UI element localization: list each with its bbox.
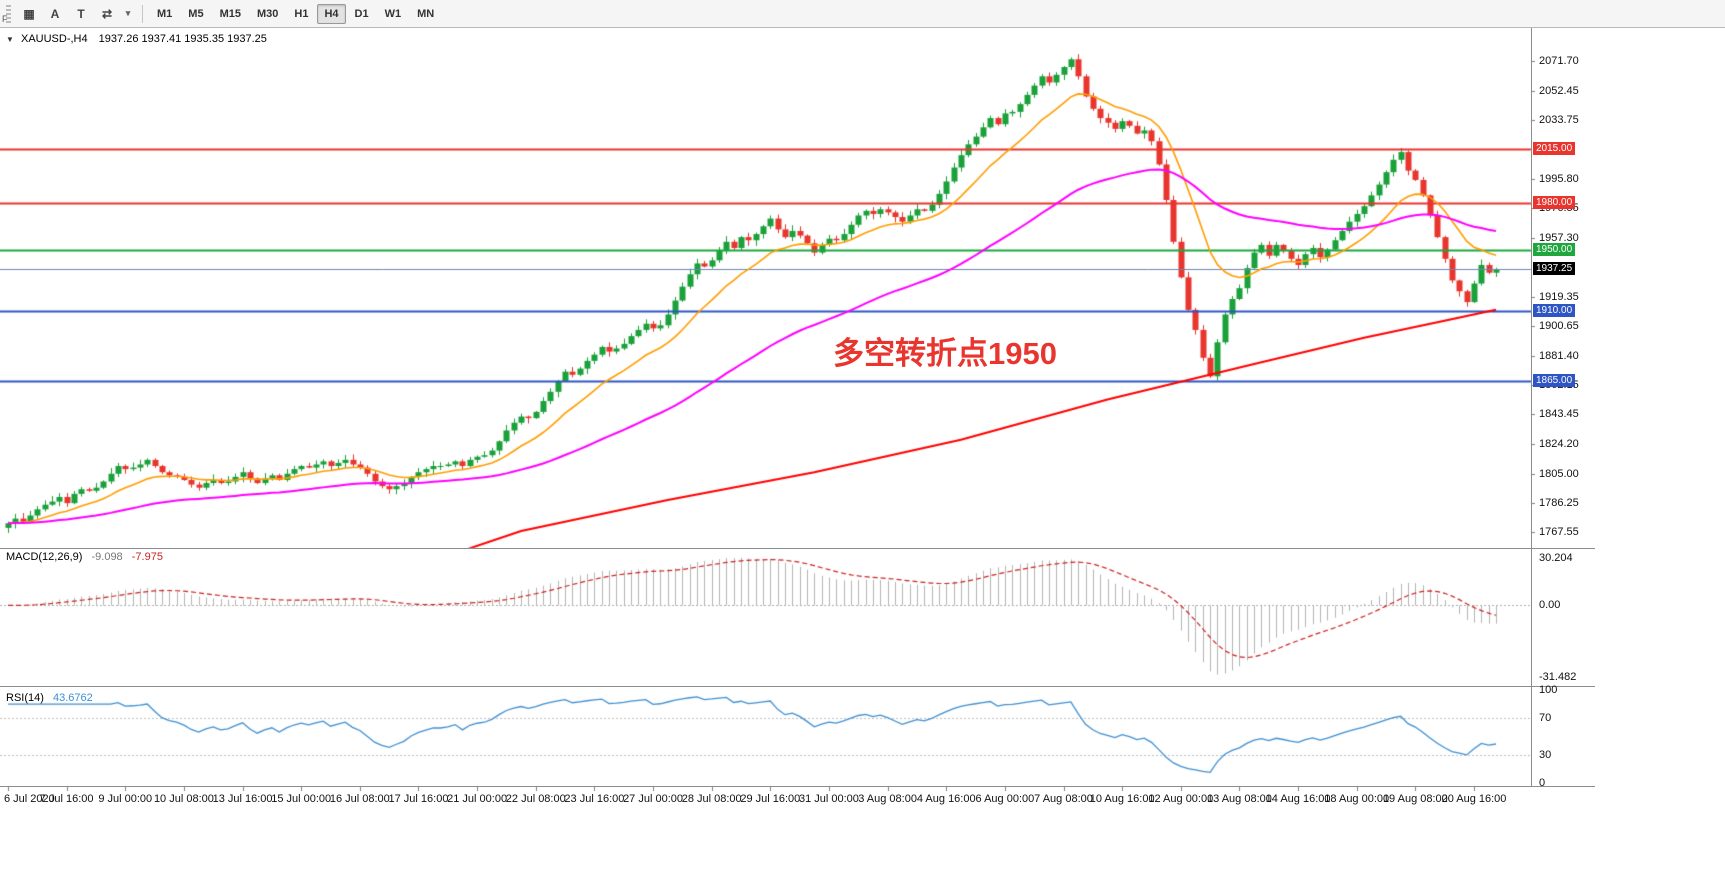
time-axis-label: 3 Aug 08:00	[858, 793, 917, 805]
time-axis-label: 17 Jul 16:00	[388, 793, 449, 805]
rsi-axis-label: 100	[1539, 684, 1558, 696]
timeframe-button-m30[interactable]: M30	[256, 7, 279, 20]
price-level-badge: 1980.00	[1533, 196, 1576, 210]
cursor-a-tool-icon[interactable]: A	[50, 6, 60, 21]
time-axis-label: 12 Aug 00:00	[1148, 793, 1214, 805]
price-tick-label: 1767.55	[1539, 525, 1579, 538]
time-axis-label: 10 Jul 08:00	[153, 793, 214, 805]
chart-canvas[interactable]	[0, 28, 1725, 896]
time-axis-label: 27 Jul 00:00	[623, 793, 683, 805]
toolbar-separator	[142, 4, 143, 23]
time-axis-label: 20 Aug 16:00	[1441, 793, 1507, 805]
tools-dropdown-icon[interactable]: ▾	[125, 8, 131, 18]
time-axis-label: 7 Jul 16:00	[39, 793, 94, 805]
timeframe-button-h1[interactable]: H1	[294, 7, 309, 20]
text-tool-icon[interactable]: T	[77, 6, 85, 21]
rsi-value: 43.6762	[52, 692, 93, 704]
macd-label: MACD(12,26,9) -9.098 -7.975	[6, 551, 163, 563]
price-tick-label: 1900.65	[1539, 319, 1579, 332]
price-tick-label: 1919.35	[1539, 290, 1579, 303]
timeframe-button-h4[interactable]: H4	[317, 3, 346, 24]
toolbar-grip-label: F	[2, 14, 8, 24]
chart-window: ▼ XAUUSD-,H4 1937.26 1937.41 1935.35 193…	[0, 28, 1725, 896]
rsi-axis-label: 0	[1539, 777, 1546, 789]
timeframe-button-w1[interactable]: W1	[384, 7, 402, 20]
time-axis-label: 22 Jul 08:00	[505, 793, 566, 805]
price-level-badge: 2015.00	[1533, 141, 1576, 155]
chart-symbol-period: XAUUSD-,H4	[20, 33, 88, 45]
swap-arrows-tool-icon[interactable]: ⇄	[101, 6, 113, 21]
timeframe-button-m1[interactable]: M1	[157, 7, 173, 20]
time-axis-label: 18 Aug 00:00	[1324, 793, 1390, 805]
time-axis-label: 28 Jul 08:00	[681, 793, 742, 805]
time-axis-label: 7 Aug 08:00	[1034, 793, 1093, 805]
price-level-badge: 1865.00	[1533, 373, 1576, 387]
time-axis-label: 16 Jul 08:00	[329, 793, 390, 805]
price-level-badge: 1950.00	[1533, 242, 1576, 256]
rsi-axis-label: 30	[1539, 749, 1552, 762]
time-axis-label: 14 Aug 16:00	[1265, 793, 1331, 805]
collapse-arrow-icon[interactable]: ▼	[6, 35, 14, 44]
price-tick-label: 1786.25	[1539, 496, 1579, 509]
timeframe-button-mn[interactable]: MN	[417, 7, 435, 20]
time-axis-label: 19 Aug 08:00	[1382, 793, 1448, 805]
chart-header: ▼ XAUUSD-,H4 1937.26 1937.41 1935.35 193…	[6, 33, 267, 45]
price-tick-label: 2033.75	[1539, 113, 1579, 126]
price-tick-label: 2071.70	[1539, 55, 1579, 68]
time-axis-label: 13 Aug 08:00	[1207, 793, 1272, 805]
time-axis-label: 15 Jul 00:00	[271, 793, 332, 805]
macd-axis-label: 30.204	[1539, 552, 1573, 564]
macd-main-value: -9.098	[91, 551, 123, 563]
time-axis-label: 10 Aug 16:00	[1089, 793, 1155, 805]
grid-tool-icon[interactable]: ▦	[23, 6, 35, 21]
price-tick-label: 2052.45	[1539, 85, 1579, 98]
pane-splitter-macd[interactable]	[0, 548, 1595, 549]
time-axis-label: 21 Jul 00:00	[447, 793, 508, 805]
price-axis[interactable]: 2071.702052.452033.751995.801976.551957.…	[1531, 28, 1596, 789]
timeframe-button-m15[interactable]: M15	[219, 7, 241, 20]
toolbar: ▦ A T ⇄ ▾ M1 M5 M15 M30 H1 H4 D1 W1 MN F	[0, 0, 1725, 28]
rsi-label: RSI(14) 43.6762	[6, 692, 93, 704]
current-price-badge: 1937.25	[1533, 262, 1576, 276]
macd-axis-label: -31.482	[1539, 671, 1577, 683]
macd-signal-value: -7.975	[131, 551, 163, 563]
rsi-axis-label: 70	[1539, 711, 1552, 724]
price-tick-label: 1995.80	[1539, 172, 1579, 185]
timeframe-button-d1[interactable]: D1	[354, 7, 369, 20]
timeframe-group: M1 M5 M15 M30 H1 H4 D1 W1 MN	[149, 3, 442, 24]
time-axis-label: 4 Aug 16:00	[916, 793, 976, 805]
time-axis-label: 9 Jul 00:00	[98, 793, 153, 805]
toolbar-drag-handle[interactable]	[6, 4, 11, 23]
chart-ohlc-values: 1937.26 1937.41 1935.35 1937.25	[98, 33, 267, 45]
time-axis-label: 13 Jul 16:00	[212, 793, 273, 805]
price-tick-label: 1824.20	[1539, 438, 1579, 451]
time-axis[interactable]: 6 Jul 2020 7 Jul 16:00 9 Jul 00:00 10 Jul 0…	[0, 786, 1595, 815]
time-axis-label: 6 Aug 00:00	[975, 793, 1035, 805]
rsi-title: RSI(14)	[6, 692, 44, 704]
price-level-badge: 1910.00	[1533, 304, 1576, 318]
pane-splitter-rsi[interactable]	[0, 686, 1595, 687]
macd-axis-label: 0.00	[1539, 599, 1561, 612]
tool-group: ▦ A T ⇄ ▾	[16, 2, 136, 25]
chart-annotation-text: 多空转折点1950	[833, 336, 1057, 371]
price-tick-label: 1843.45	[1539, 408, 1579, 421]
macd-title: MACD(12,26,9)	[6, 551, 83, 563]
time-axis-label: 6 Jul 2020	[4, 793, 55, 805]
price-tick-label: 1881.40	[1539, 349, 1579, 362]
price-tick-label: 1805.00	[1539, 467, 1579, 480]
price-tick-label: 1957.30	[1539, 232, 1579, 245]
time-axis-label: 31 Jul 00:00	[798, 793, 859, 805]
time-axis-label: 29 Jul 16:00	[740, 793, 801, 805]
time-axis-label: 23 Jul 16:00	[564, 793, 625, 805]
timeframe-button-m5[interactable]: M5	[188, 7, 204, 20]
